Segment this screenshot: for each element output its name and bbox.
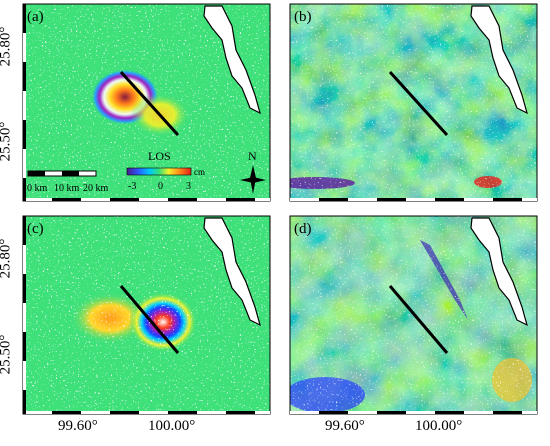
x-tick-label-left-1: 99.60° xyxy=(58,418,98,434)
scalebar-label-10: 10 km xyxy=(54,183,80,194)
frame-tick-segment xyxy=(290,198,319,201)
panel-b xyxy=(290,4,537,201)
colorbar: LOS cm -3 0 3 xyxy=(126,149,205,192)
frame-tick-segment xyxy=(23,91,26,120)
scalebar-label-20: 20 km xyxy=(83,183,109,194)
frame-tick-segment xyxy=(52,198,81,201)
frame-tick-segment xyxy=(197,411,226,414)
frame-tick-segment xyxy=(23,178,26,201)
frame-tick-segment xyxy=(493,198,522,201)
frame-tick-segment xyxy=(23,390,26,414)
frame-tick-segment xyxy=(522,411,537,414)
north-arrow-icon: N xyxy=(240,149,266,194)
panel-a-lake xyxy=(203,5,261,115)
panel-d-fault-line xyxy=(388,285,449,354)
frame-tick-segment xyxy=(522,198,537,201)
frame-tick-segment xyxy=(81,411,110,414)
frame-tick-segment xyxy=(23,120,26,149)
panel-b-lake xyxy=(470,5,528,115)
y-tick-label-bottom-lower: 25.50° xyxy=(0,334,14,375)
frame-tick-segment xyxy=(81,198,110,201)
frame-tick-segment xyxy=(110,411,139,414)
frame-tick-segment xyxy=(197,198,226,201)
colorbar-title: LOS xyxy=(148,149,171,163)
frame-tick-segment xyxy=(139,411,168,414)
frame-tick-segment xyxy=(23,198,52,201)
colorbar-tick-min: -3 xyxy=(128,181,136,192)
panel-d-lake xyxy=(470,217,528,327)
frame-tick-segment xyxy=(348,411,377,414)
frame-tick-bars xyxy=(23,4,537,414)
frame-tick-segment xyxy=(23,361,26,390)
frame-tick-segment xyxy=(255,411,270,414)
scalebar: 0 km 10 km 20 km xyxy=(27,170,109,194)
colorbar-tick-max: 3 xyxy=(186,181,191,192)
frame-tick-segment xyxy=(23,245,26,274)
x-tick-label-left-2: 100.00° xyxy=(148,418,196,434)
frame-tick-segment xyxy=(23,332,26,361)
frame-tick-segment xyxy=(168,411,197,414)
panel-d-label: (d) xyxy=(294,221,312,237)
frame-tick-segment xyxy=(435,198,464,201)
frame-tick-segment xyxy=(464,198,493,201)
frame-tick-segment xyxy=(348,198,377,201)
frame-tick-segment xyxy=(139,198,168,201)
panel-c xyxy=(23,216,270,414)
north-arrow-label: N xyxy=(248,149,257,163)
panel-c-lake xyxy=(203,217,261,327)
panel-c-fault-line xyxy=(119,285,180,354)
panel-c-label: (c) xyxy=(27,221,44,237)
y-tick-label-top-lower: 25.50° xyxy=(0,121,14,162)
panel-d xyxy=(290,216,537,414)
frame-tick-segment xyxy=(23,216,26,245)
frame-tick-segment xyxy=(406,411,435,414)
y-tick-label-bottom-upper: 25.80° xyxy=(0,238,14,279)
frame-tick-segment xyxy=(255,198,270,201)
panel-a xyxy=(23,4,270,201)
colorbar-tick-zero: 0 xyxy=(158,181,163,192)
y-tick-label-top-upper: 25.80° xyxy=(0,26,14,67)
frame-tick-segment xyxy=(23,274,26,303)
frame-tick-segment xyxy=(319,411,348,414)
colorbar-gradient xyxy=(126,167,192,176)
colorbar-unit: cm xyxy=(194,167,205,177)
frame-tick-segment xyxy=(377,198,406,201)
frame-tick-segment xyxy=(23,411,52,414)
frame-tick-segment xyxy=(23,33,26,62)
frame-tick-segment xyxy=(23,303,26,332)
frame-tick-segment xyxy=(23,4,26,33)
panel-b-label: (b) xyxy=(294,9,312,25)
frame-tick-segment xyxy=(406,198,435,201)
scalebar-label-0: 0 km xyxy=(27,183,48,194)
x-tick-label-right-1: 99.60° xyxy=(325,418,365,434)
frame-tick-segment xyxy=(290,411,319,414)
panel-a-fault-line xyxy=(119,70,180,137)
frame-tick-segment xyxy=(226,198,255,201)
x-tick-label-right-2: 100.00° xyxy=(415,418,463,434)
frame-tick-segment xyxy=(464,411,493,414)
frame-tick-segment xyxy=(52,411,81,414)
panel-a-label: (a) xyxy=(27,9,44,25)
frame-tick-segment xyxy=(435,411,464,414)
frame-tick-segment xyxy=(493,411,522,414)
frame-tick-segment xyxy=(319,198,348,201)
frame-tick-segment xyxy=(168,198,197,201)
frame-tick-segment xyxy=(23,149,26,178)
frame-tick-segment xyxy=(110,198,139,201)
panel-b-fault-line xyxy=(388,70,449,137)
frame-tick-segment xyxy=(226,411,255,414)
frame-tick-segment xyxy=(377,411,406,414)
frame-tick-segment xyxy=(23,62,26,91)
